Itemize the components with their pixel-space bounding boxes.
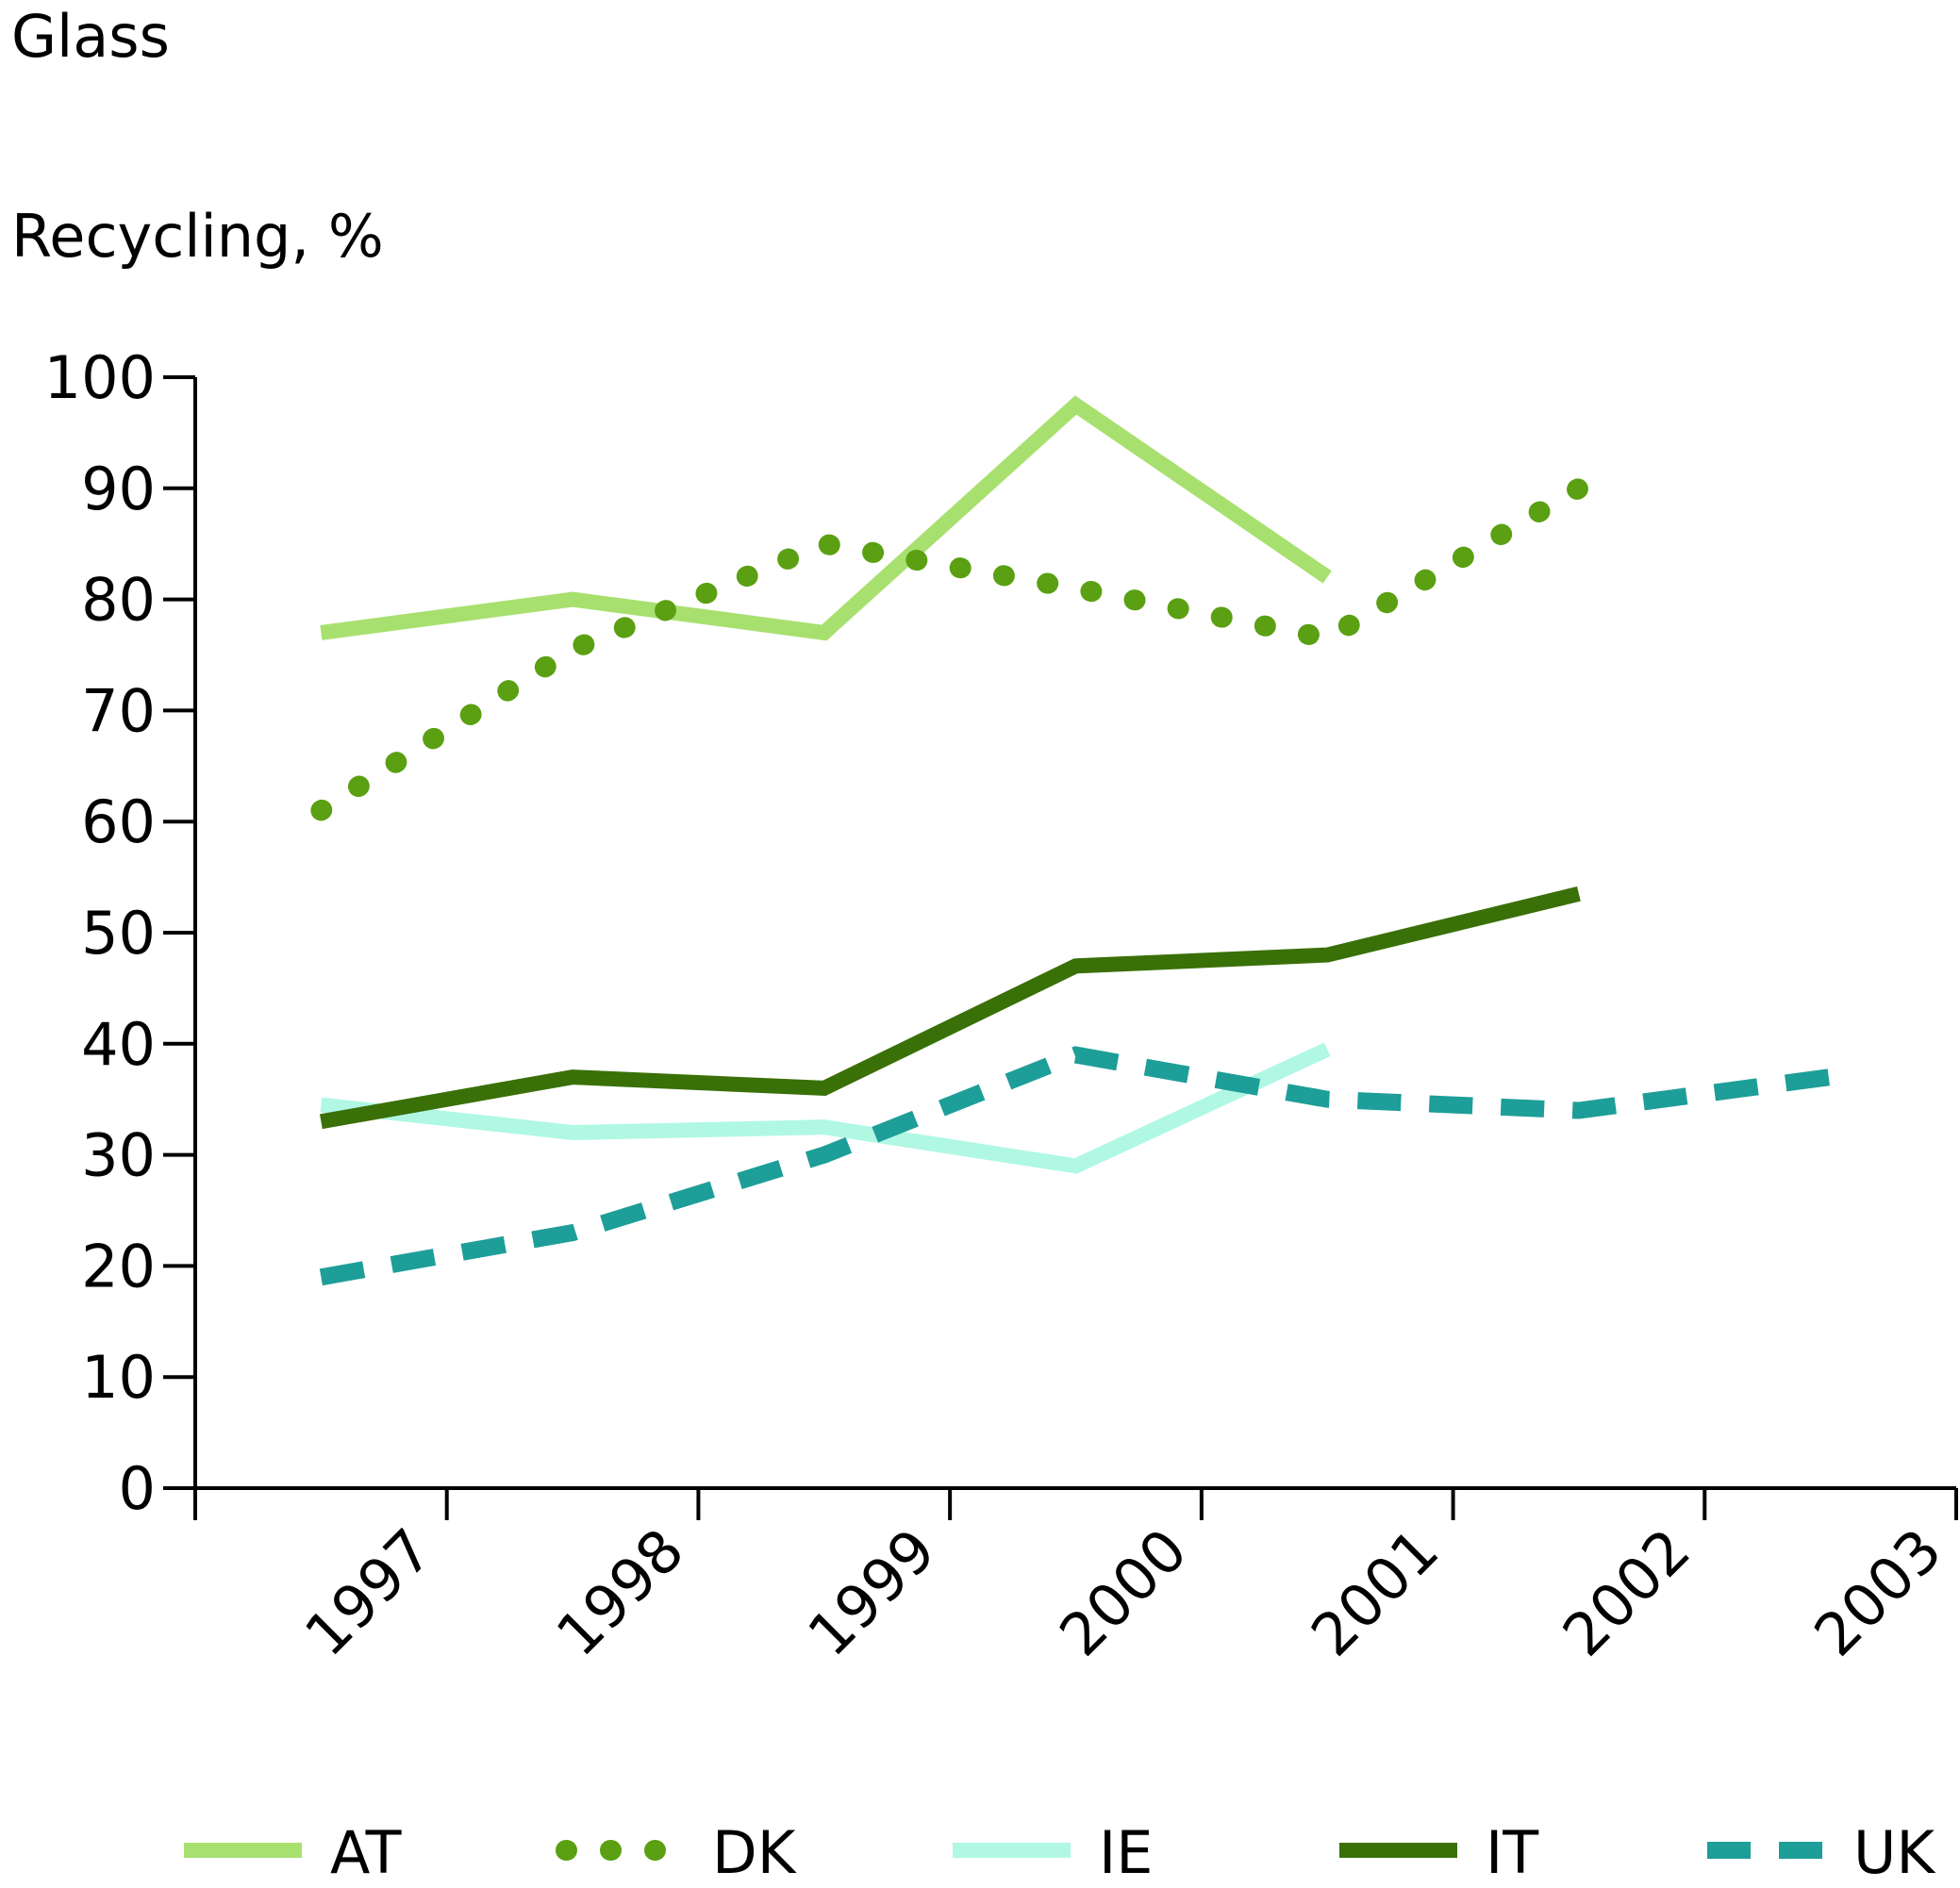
series-line-dk — [310, 477, 1589, 821]
data-point-uk — [823, 1154, 824, 1155]
data-point-it — [1578, 893, 1579, 894]
data-point-it — [823, 1087, 824, 1088]
y-tick-label: 100 — [44, 343, 156, 412]
legend-label-it: IT — [1486, 1818, 1539, 1887]
data-point-ie — [321, 1104, 322, 1105]
y-tick-label: 90 — [81, 455, 156, 523]
series-line-uk — [319, 1046, 1832, 1286]
y-tick-label: 70 — [81, 676, 156, 745]
x-tick-label: 1997 — [291, 1515, 445, 1669]
data-point-dk — [321, 810, 322, 811]
series-line-at — [320, 395, 1332, 641]
data-point-at — [321, 632, 322, 633]
x-tick-label: 2002 — [1550, 1515, 1703, 1669]
legend-label-uk: UK — [1853, 1818, 1935, 1887]
data-point-uk — [321, 1277, 322, 1278]
y-tick-label: 80 — [81, 566, 156, 635]
x-tick-label: 2000 — [1046, 1515, 1200, 1669]
legend-label-ie: IE — [1099, 1818, 1153, 1887]
data-point-uk — [1075, 1054, 1076, 1055]
data-point-uk — [1830, 1077, 1831, 1078]
legend-label-dk: DK — [712, 1818, 797, 1887]
data-point-at — [1075, 405, 1076, 406]
y-tick-label: 20 — [81, 1232, 156, 1300]
y-tick-label: 60 — [81, 787, 156, 856]
y-tick-label: 40 — [81, 1010, 156, 1079]
x-tick-label: 2001 — [1298, 1515, 1452, 1669]
data-point-uk — [1578, 1110, 1579, 1111]
data-point-uk — [1327, 1099, 1328, 1100]
series-line-ie — [320, 1042, 1331, 1174]
series-layer — [310, 395, 1832, 1286]
y-tick-label: 30 — [81, 1121, 156, 1190]
data-point-it — [1075, 966, 1076, 967]
data-point-dk — [1578, 488, 1579, 489]
x-tick-label: 1998 — [543, 1515, 697, 1669]
x-tick-label: 2003 — [1801, 1515, 1954, 1669]
legend-label-at: AT — [330, 1818, 403, 1887]
data-point-ie — [823, 1127, 824, 1128]
data-point-ie — [1075, 1166, 1076, 1167]
chart-title: Glass — [11, 2, 170, 71]
series-line-it — [320, 886, 1581, 1130]
data-point-at — [1327, 577, 1328, 578]
data-point-ie — [1327, 1049, 1328, 1050]
y-axis-label: Recycling, % — [11, 202, 384, 271]
data-point-at — [823, 632, 824, 633]
y-tick-label: 10 — [81, 1343, 156, 1412]
legend: AT DK IE IT UK — [184, 1818, 1935, 1887]
data-point-it — [321, 1121, 322, 1122]
data-point-it — [1327, 954, 1328, 955]
y-tick-label: 0 — [119, 1454, 156, 1523]
y-tick-label: 50 — [81, 899, 156, 968]
x-tick-label: 1999 — [795, 1515, 949, 1669]
data-point-dk — [823, 543, 824, 544]
